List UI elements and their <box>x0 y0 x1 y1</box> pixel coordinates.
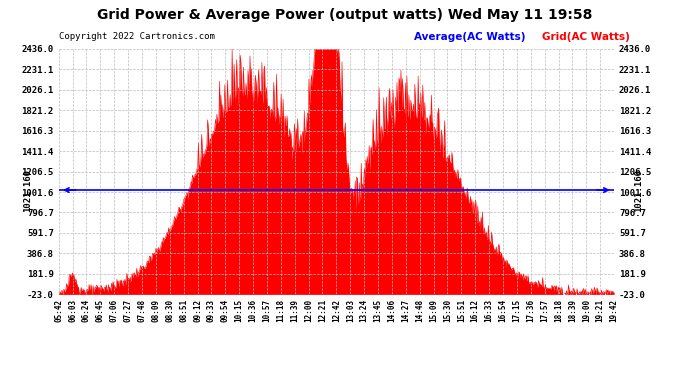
Text: Grid Power & Average Power (output watts) Wed May 11 19:58: Grid Power & Average Power (output watts… <box>97 8 593 22</box>
Text: Average(AC Watts): Average(AC Watts) <box>414 32 526 42</box>
Text: 1021.160: 1021.160 <box>23 169 32 211</box>
Text: 1021.160: 1021.160 <box>635 169 644 211</box>
Text: Grid(AC Watts): Grid(AC Watts) <box>542 32 629 42</box>
Text: Copyright 2022 Cartronics.com: Copyright 2022 Cartronics.com <box>59 32 215 41</box>
